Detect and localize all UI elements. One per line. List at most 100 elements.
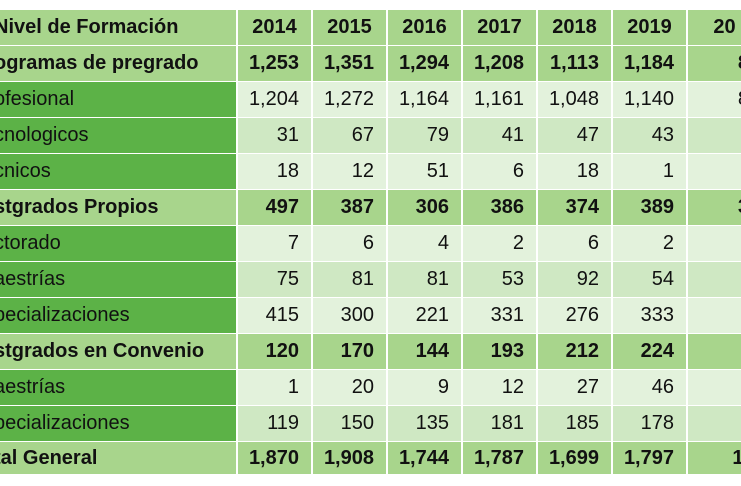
cell-value — [688, 262, 741, 297]
cell-value: 1,351 — [313, 46, 388, 81]
cell-value: 1,113 — [538, 46, 613, 81]
cell-value: 212 — [538, 334, 613, 369]
cell-value: 1,908 — [313, 442, 388, 474]
cell-value: 170 — [313, 334, 388, 369]
cell-value: 8 — [688, 82, 741, 117]
cell-value: 1,208 — [463, 46, 538, 81]
cell-value — [688, 298, 741, 333]
cell-value: 54 — [613, 262, 688, 297]
cell-value — [688, 334, 741, 369]
cell-value: 333 — [613, 298, 688, 333]
cell-value: 276 — [538, 298, 613, 333]
cell-value: 221 — [388, 298, 463, 333]
cell-value — [688, 370, 741, 405]
cell-value: 27 — [538, 370, 613, 405]
cell-value: 3 — [688, 190, 741, 225]
cell-value: 415 — [238, 298, 313, 333]
row-label: aestrías — [0, 370, 238, 405]
table-body: ogramas de pregrado 1,253 1,351 1,294 1,208 1… — [0, 46, 741, 475]
cell-value: 150 — [313, 406, 388, 441]
cell-value: 1,699 — [538, 442, 613, 474]
cell-value — [688, 118, 741, 153]
cell-value: 18 — [238, 154, 313, 189]
cell-value: 20 — [313, 370, 388, 405]
total-row: tal General 1,870 1,908 1,744 1,787 1,699 1,79… — [0, 442, 741, 475]
cell-value: 1,797 — [613, 442, 688, 474]
cell-value: 81 — [313, 262, 388, 297]
cell-value: 1,164 — [388, 82, 463, 117]
cell-value: 18 — [538, 154, 613, 189]
cell-value: 306 — [388, 190, 463, 225]
group-row: stgrados en Convenio 120 170 144 193 212 224 — [0, 334, 741, 370]
cell-value: 386 — [463, 190, 538, 225]
cell-value: 8 — [688, 46, 741, 81]
cell-value: 1,787 — [463, 442, 538, 474]
row-label: tal General — [0, 442, 238, 474]
header-label: Nivel de Formación — [0, 10, 238, 45]
cell-value: 4 — [388, 226, 463, 261]
cell-value: 224 — [613, 334, 688, 369]
cell-value: 47 — [538, 118, 613, 153]
row-label: ofesional — [0, 82, 238, 117]
row-label: pecializaciones — [0, 298, 238, 333]
cell-value: 2 — [613, 226, 688, 261]
table-row: aestrías 1 20 9 12 27 46 — [0, 370, 741, 406]
row-label: ogramas de pregrado — [0, 46, 238, 81]
cell-value: 1,253 — [238, 46, 313, 81]
cell-value: 193 — [463, 334, 538, 369]
cell-value: 67 — [313, 118, 388, 153]
cell-value: 43 — [613, 118, 688, 153]
table-row: pecializaciones 415 300 221 331 276 333 — [0, 298, 741, 334]
table-row: pecializaciones 119 150 135 181 185 178 — [0, 406, 741, 442]
cell-value: 51 — [388, 154, 463, 189]
table-row: aestrías 75 81 81 53 92 54 — [0, 262, 741, 298]
header-year-4: 2018 — [538, 10, 613, 45]
header-year-2: 2016 — [388, 10, 463, 45]
row-label: aestrías — [0, 262, 238, 297]
row-label: stgrados Propios — [0, 190, 238, 225]
header-year-5: 2019 — [613, 10, 688, 45]
cell-value: 1,184 — [613, 46, 688, 81]
cell-value: 6 — [463, 154, 538, 189]
table-row: ctorado 7 6 4 2 6 2 — [0, 226, 741, 262]
row-label: cnologicos — [0, 118, 238, 153]
group-row: ogramas de pregrado 1,253 1,351 1,294 1,208 1… — [0, 46, 741, 82]
cell-value: 31 — [238, 118, 313, 153]
cell-value: 135 — [388, 406, 463, 441]
cell-value: 1,294 — [388, 46, 463, 81]
cell-value: 75 — [238, 262, 313, 297]
cell-value: 120 — [238, 334, 313, 369]
cell-value: 1, — [688, 442, 741, 474]
cell-value — [688, 406, 741, 441]
cell-value: 79 — [388, 118, 463, 153]
cell-value: 6 — [313, 226, 388, 261]
cell-value: 81 — [388, 262, 463, 297]
header-year-0: 2014 — [238, 10, 313, 45]
cell-value: 497 — [238, 190, 313, 225]
group-row: stgrados Propios4973873063863743893 — [0, 190, 741, 226]
cell-value — [688, 226, 741, 261]
header-year-6: 20 — [688, 10, 741, 45]
cell-value: 1,870 — [238, 442, 313, 474]
cell-value: 389 — [613, 190, 688, 225]
cell-value: 46 — [613, 370, 688, 405]
cell-value: 2 — [463, 226, 538, 261]
header-year-3: 2017 — [463, 10, 538, 45]
cell-value: 1,204 — [238, 82, 313, 117]
row-label: cnicos — [0, 154, 238, 189]
cell-value: 1,272 — [313, 82, 388, 117]
cell-value: 119 — [238, 406, 313, 441]
cell-value: 6 — [538, 226, 613, 261]
header-year-1: 2015 — [313, 10, 388, 45]
table-header-row: Nivel de Formación 2014 2015 2016 2017 2018 2… — [0, 10, 741, 46]
cell-value: 9 — [388, 370, 463, 405]
cell-value: 387 — [313, 190, 388, 225]
cell-value: 12 — [313, 154, 388, 189]
cell-value: 12 — [463, 370, 538, 405]
cell-value: 144 — [388, 334, 463, 369]
cell-value: 92 — [538, 262, 613, 297]
cell-value: 181 — [463, 406, 538, 441]
cell-value: 7 — [238, 226, 313, 261]
cell-value: 178 — [613, 406, 688, 441]
cell-value: 1,744 — [388, 442, 463, 474]
